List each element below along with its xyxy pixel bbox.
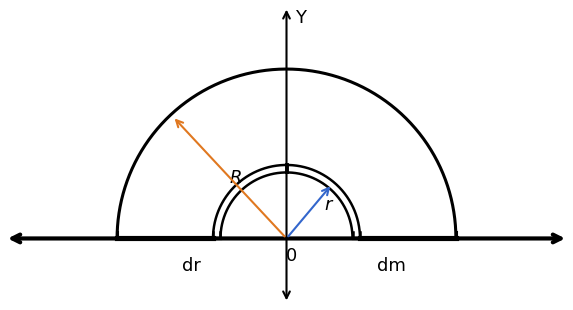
Text: dr: dr	[182, 257, 201, 275]
Text: r: r	[325, 196, 332, 215]
Text: dm: dm	[376, 257, 406, 275]
Text: Y: Y	[295, 9, 306, 27]
Text: 0: 0	[286, 247, 297, 265]
Text: R: R	[229, 169, 242, 187]
